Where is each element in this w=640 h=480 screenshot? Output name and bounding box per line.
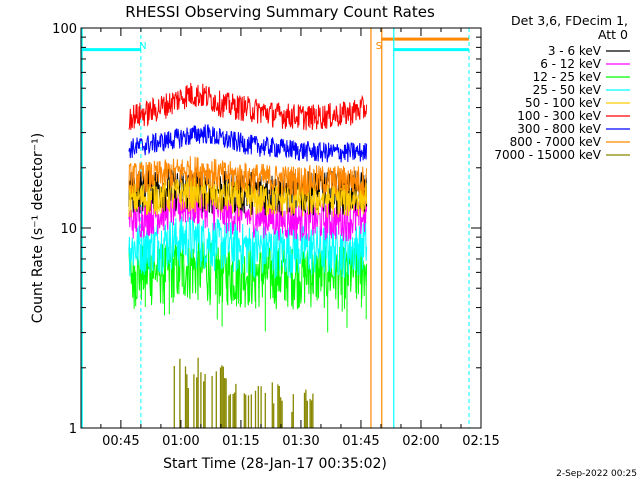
legend-label-2: 12 - 25 keV (533, 70, 602, 84)
series-800-7000-kev (128, 156, 368, 197)
x-tick-label-5: 02:00 (402, 434, 439, 449)
x-tick-label-2: 01:15 (222, 434, 259, 449)
chart-title: RHESSI Observing Summary Count Rates (125, 3, 435, 21)
series-300-800-kev (128, 124, 368, 163)
legend-label-8: 7000 - 15000 keV (494, 148, 601, 162)
series-7000-15000-kev (173, 357, 314, 428)
legend-label-1: 6 - 12 keV (540, 57, 602, 71)
x-tick-label-0: 00:45 (102, 434, 139, 449)
flag-s-label: S (376, 41, 382, 52)
x-axis-label: Start Time (28-Jan-17 00:35:02) (163, 456, 387, 472)
legend-header-line-1: Det 3,6, FDecim 1, (511, 13, 628, 28)
data-series (128, 82, 368, 428)
x-axis-ticks: 00:45 01:00 01:15 01:30 01:45 02:00 02:15 (100, 28, 500, 449)
legend-label-0: 3 - 6 keV (548, 44, 602, 58)
x-tick-label-1: 01:00 (162, 434, 199, 449)
series-50-100-kev (128, 176, 368, 218)
legend-label-5: 100 - 300 keV (517, 109, 601, 123)
y-axis-label: Count Rate (s⁻¹ detector⁻¹) (30, 133, 46, 323)
y-tick-label-1: 10 (60, 222, 77, 237)
x-tick-label-6: 02:15 (462, 434, 499, 449)
legend-label-7: 800 - 7000 keV (510, 135, 602, 149)
y-tick-label-0: 1 (69, 422, 77, 437)
legend-header-line-2: Att 0 (598, 27, 628, 42)
y-axis-ticks: 1 10 100 (52, 22, 481, 437)
legend-label-3: 25 - 50 keV (533, 83, 602, 97)
legend-label-6: 300 - 800 keV (517, 122, 601, 136)
legend-label-4: 50 - 100 keV (525, 96, 602, 110)
x-tick-label-4: 01:45 (342, 434, 379, 449)
series-100-300-kev (128, 82, 368, 131)
flag-n-label: N (139, 41, 146, 52)
x-tick-label-3: 01:30 (282, 434, 319, 449)
footer-date: 2-Sep-2022 00:25 (556, 469, 637, 479)
y-tick-label-2: 100 (52, 22, 77, 37)
series-12-25-kev-dropouts (135, 265, 367, 333)
